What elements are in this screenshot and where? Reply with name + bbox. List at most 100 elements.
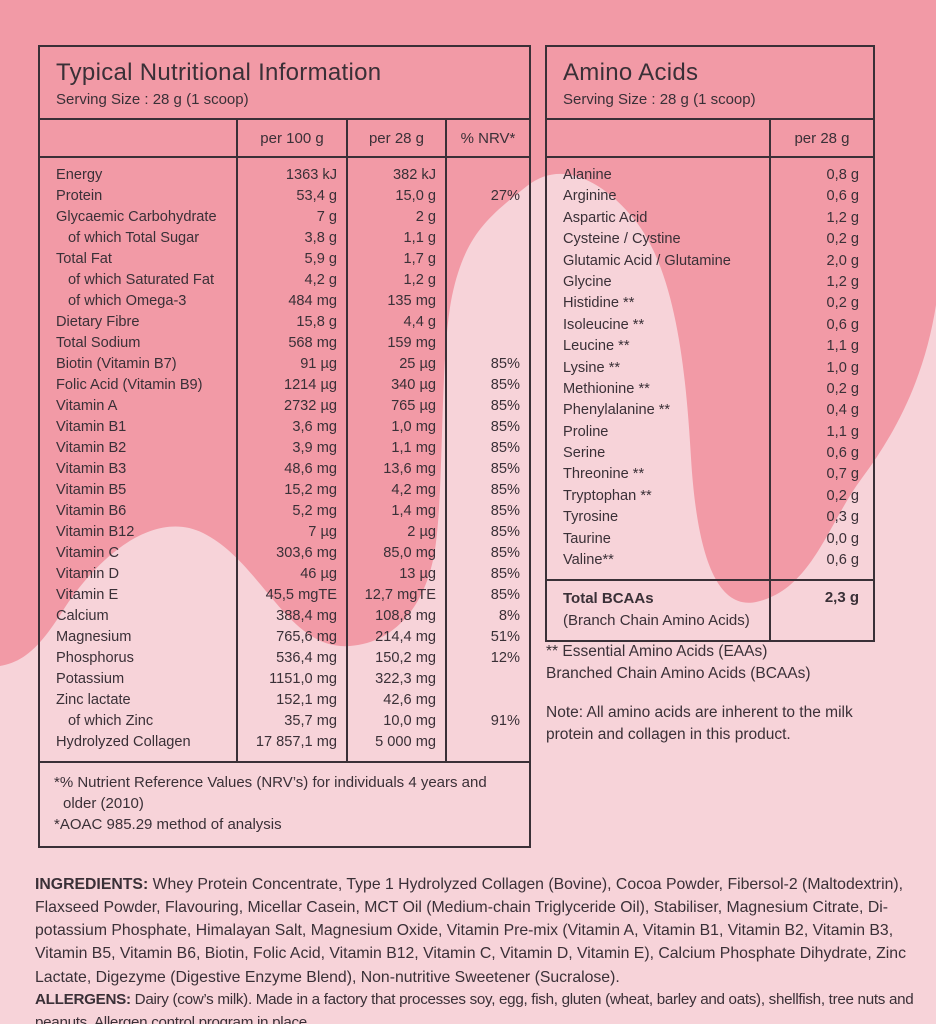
nutrient-per-28g-value: 4,2 mg: [391, 482, 436, 498]
amino-acid-name: Valine**: [563, 552, 614, 569]
nutrient-per-28g-value: 4,4 g: [403, 314, 436, 330]
nutrient-name: Potassium: [56, 671, 125, 687]
nutrient-per-28g-value: 214,4 mg: [375, 629, 436, 645]
nutrient-per-28g-value: 1,0 mg: [391, 419, 436, 435]
nutrient-nrv-value: [447, 732, 529, 753]
amino-acid-name: Proline: [563, 423, 609, 440]
nutrient-nrv-value: 12%: [490, 650, 520, 666]
nutrient-per-100g-value: 1363 kJ: [285, 167, 337, 183]
ingredients-label: INGREDIENTS:: [35, 875, 149, 893]
nutrient-nrv-value: 85%: [490, 524, 520, 540]
nutrient-per-28g-value: 1,1 g: [403, 230, 436, 246]
amino-acids-table: Amino Acids Serving Size : 28 g (1 scoop…: [545, 45, 875, 643]
amino-acid-name: Glycine: [563, 273, 612, 290]
background-blob-path: [0, 0, 936, 666]
nutrient-per-100g-value: 5,2 mg: [292, 503, 337, 519]
nutrient-per-28g-value: 1,4 mg: [391, 503, 436, 519]
nutrient-nrv-value: 85%: [490, 587, 520, 603]
amino-name-column: Alanine Arginine Aspartic Acid Cysteine / C…: [547, 158, 769, 579]
nutrient-per-100g-value: 53,4 g: [296, 188, 337, 204]
nutrient-name: Biotin (Vitamin B7): [56, 356, 177, 372]
total-bcaas-row: Total BCAAs (Branch Chain Amino Acids) 2…: [547, 579, 873, 641]
nutrient-nrv-value: [447, 312, 529, 333]
nutrient-name: Vitamin B5: [56, 482, 127, 498]
nutrient-name: Vitamin B6: [56, 503, 127, 519]
nutrient-nrv-value: 85%: [490, 440, 520, 456]
amino-acid-value: 1,1 g: [826, 423, 859, 440]
nutrient-per-28g-value: 322,3 mg: [375, 671, 436, 687]
nutrient-per-100g-value: 4,2 g: [304, 272, 337, 288]
nutrient-per-100g-value: 5,9 g: [304, 251, 337, 267]
nutrient-per-100g-value: 7 g: [316, 209, 337, 225]
nutrient-per-100g-value: 484 mg: [288, 293, 337, 309]
nutrient-nrv-value: 27%: [490, 188, 520, 204]
nutrient-per-100g-value: 7 µg: [308, 524, 337, 540]
amino-acid-value: 0,6 g: [826, 445, 859, 462]
nutrient-name: Energy: [56, 167, 103, 183]
nutrient-per-28g-value: 1,2 g: [403, 272, 436, 288]
allergens-label: ALLERGENS:: [35, 991, 131, 1009]
nutrient-per-100g-value: 1151,0 mg: [269, 671, 337, 687]
nutrient-per-28g-value: 765 µg: [391, 398, 436, 414]
nutrient-per-28g-value: 340 µg: [391, 377, 436, 393]
nutrient-name: Vitamin B1: [56, 419, 127, 435]
amino-acid-value: 0,2 g: [826, 487, 859, 504]
nutrient-nrv-value: 85%: [490, 461, 520, 477]
nutrient-nrv-value: 85%: [490, 545, 520, 561]
amino-note: Note: All amino acids are inherent to th…: [546, 704, 853, 743]
total-bcaas-label: Total BCAAs (Branch Chain Amino Acids): [547, 581, 769, 640]
nutrition-table-title: Typical Nutritional Information: [56, 59, 382, 86]
nutrient-per-28g-value: 25 µg: [399, 356, 436, 372]
legend-eaas: ** Essential Amino Acids (EAAs): [546, 643, 768, 660]
nutrient-nrv-value: 85%: [490, 398, 520, 414]
amino-acid-name: Phenylalanine **: [563, 402, 671, 419]
nutrient-per-28g-value: 85,0 mg: [383, 545, 436, 561]
amino-acid-value: 0,8 g: [826, 167, 859, 183]
nutrient-per-100g-value: 3,8 g: [304, 230, 337, 246]
nutrient-name: Protein: [56, 188, 103, 204]
nutrient-per-100g-value: 1214 µg: [283, 377, 337, 393]
amino-acid-value: 1,1 g: [826, 338, 859, 355]
nutrient-name: Folic Acid (Vitamin B9): [56, 377, 203, 393]
nutrition-table-body: Energy Protein Glycaemic Carbohydrate of wh…: [40, 158, 529, 761]
column-header-nrv: % NRV*: [445, 120, 529, 156]
nutrient-per-28g-value: 5 000 mg: [375, 734, 436, 750]
nutrient-name: Vitamin C: [56, 545, 119, 561]
nutrient-per-100g-value: 568 mg: [288, 335, 337, 351]
nutrient-nrv-value: 85%: [490, 356, 520, 372]
nutrient-per-100g-value: 388,4 mg: [276, 608, 337, 624]
nutrient-per-28g-value: 108,8 mg: [375, 608, 436, 624]
nutrient-name: Vitamin B3: [56, 461, 127, 477]
nutrient-per-28g-value: 2 g: [415, 209, 436, 225]
nutrient-nrv-value: [447, 669, 529, 690]
amino-value-column: 0,8 g 0,6 g 1,2 g 0,2 g 2,0 g 1,2 g 0,2 g 0,6 g…: [769, 158, 873, 580]
amino-table-title: Amino Acids: [563, 59, 699, 86]
nutrient-per-100g-value: 2732 µg: [283, 398, 337, 414]
ingredients-text: Whey Protein Concentrate, Type 1 Hydroly…: [35, 875, 906, 986]
column-header-per-28g: per 28 g: [346, 120, 445, 156]
nutrition-table-footnotes: *% Nutrient Reference Values (NRV’s) for…: [40, 761, 529, 846]
nutrient-nrv-value: 85%: [490, 566, 520, 582]
amino-acid-name: Serine: [563, 445, 606, 462]
amino-acid-value: 0,2 g: [826, 295, 859, 312]
amino-acid-name: Arginine: [563, 188, 617, 205]
nutrient-per-28g-value: 1,7 g: [403, 251, 436, 267]
nutrient-per-100g-value: 48,6 mg: [284, 461, 337, 477]
amino-acid-name: Isoleucine **: [563, 316, 645, 333]
nutrient-per-100g-value: 3,6 mg: [292, 419, 337, 435]
amino-acid-name: Tyrosine: [563, 509, 619, 526]
nutrient-name: Vitamin B12: [56, 524, 135, 540]
amino-acid-name: Tryptophan **: [563, 487, 652, 504]
nutrient-nrv-value: [447, 270, 529, 291]
nutrient-name: of which Saturated Fat: [68, 272, 215, 288]
nutrient-per-100g-value: 3,9 mg: [292, 440, 337, 456]
nutrient-per-100g-value: 17 857,1 mg: [255, 734, 337, 750]
amino-acid-name: Leucine **: [563, 338, 630, 355]
amino-acid-value: 0,4 g: [826, 402, 859, 419]
allergens-text: Dairy (cow’s milk). Made in a factory th…: [35, 991, 914, 1024]
nutrient-name: Glycaemic Carbohydrate: [56, 209, 217, 225]
nutrient-name: Phosphorus: [56, 650, 134, 666]
nutrient-nrv-value: 51%: [490, 629, 520, 645]
